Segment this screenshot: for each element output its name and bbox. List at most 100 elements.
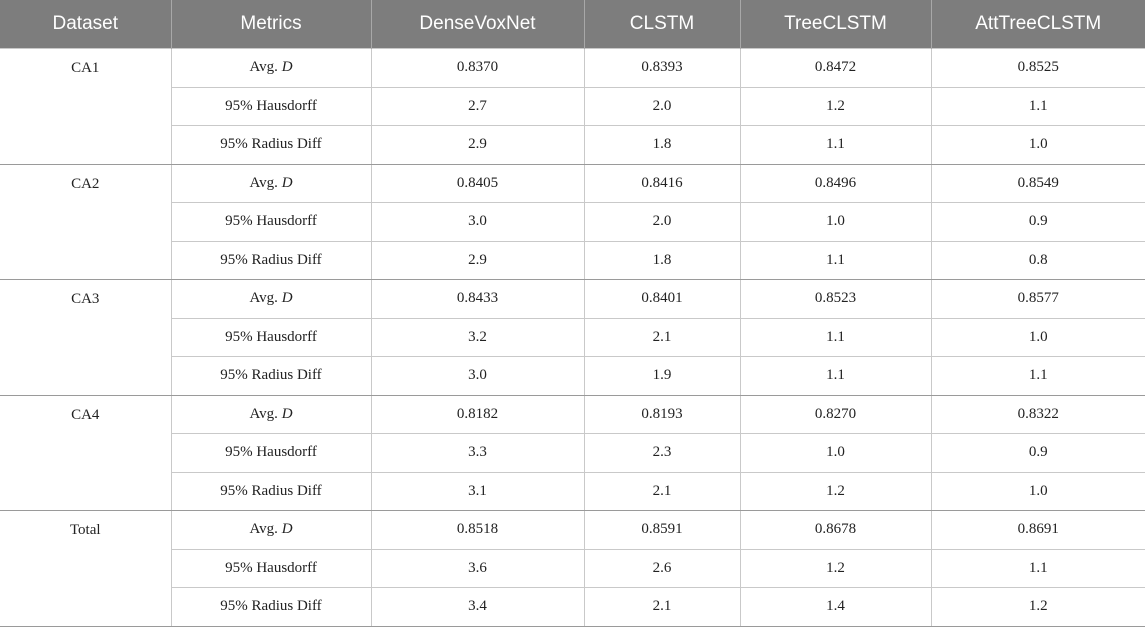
value-cell-densevoxnet: 0.8433 — [370, 279, 585, 319]
header-atttreeclstm: AttTreeCLSTM — [930, 0, 1145, 49]
metric-cell: Avg. D — [170, 510, 372, 550]
value-cell-clstm: 2.6 — [583, 548, 741, 588]
value-cell-clstm: 0.8393 — [583, 48, 741, 88]
metric-label: Avg. — [249, 521, 282, 538]
metric-variable: D — [281, 174, 293, 191]
value-cell-densevoxnet: 0.8405 — [370, 163, 585, 203]
value-cell-clstm: 2.0 — [583, 86, 741, 126]
dataset-cell: CA2 — [0, 163, 172, 280]
table-row: CA2 Avg. D 0.8405 0.8416 0.8496 0.8549 — [0, 163, 1145, 280]
value-cell-clstm: 0.8401 — [583, 279, 741, 319]
metric-label: Avg. — [249, 405, 282, 422]
metric-label: Avg. — [249, 59, 282, 76]
metric-variable: D — [281, 405, 293, 422]
value-cell-treeclstm: 0.8496 — [739, 163, 932, 203]
value-cell-treeclstm: 1.2 — [739, 471, 932, 511]
value-cell-atttreeclstm: 0.8322 — [930, 394, 1145, 434]
table-row: 95% Hausdorff 3.0 2.0 1.0 0.9 — [0, 202, 1145, 242]
metric-label: 95% Radius Diff — [220, 482, 322, 499]
value-cell-atttreeclstm: 1.1 — [930, 86, 1145, 126]
value-cell-atttreeclstm: 0.9 — [930, 433, 1145, 473]
value-cell-clstm: 2.3 — [583, 433, 741, 473]
value-cell-densevoxnet: 3.2 — [370, 317, 585, 357]
value-cell-clstm: 1.9 — [583, 356, 741, 396]
metric-variable: D — [281, 59, 293, 76]
metric-variable: D — [281, 290, 293, 307]
table-row: 95% Radius Diff 3.1 2.1 1.2 1.0 — [0, 471, 1145, 511]
value-cell-densevoxnet: 0.8518 — [370, 510, 585, 550]
metric-label: 95% Hausdorff — [225, 444, 317, 461]
table-body: CA1 Avg. D 0.8370 0.8393 0.8472 0.8525 95% Hau… — [0, 48, 1145, 627]
value-cell-atttreeclstm: 0.9 — [930, 202, 1145, 242]
value-cell-clstm: 1.8 — [583, 240, 741, 280]
value-cell-atttreeclstm: 1.0 — [930, 471, 1145, 511]
table-row: Total Avg. D 0.8518 0.8591 0.8678 0.8691 — [0, 510, 1145, 627]
table-row: CA1 Avg. D 0.8370 0.8393 0.8472 0.8525 — [0, 48, 1145, 165]
value-cell-clstm: 2.1 — [583, 587, 741, 627]
metric-label: 95% Radius Diff — [220, 367, 322, 384]
value-cell-densevoxnet: 2.9 — [370, 125, 585, 165]
metric-label: 95% Hausdorff — [225, 213, 317, 230]
value-cell-atttreeclstm: 1.0 — [930, 317, 1145, 357]
header-treeclstm: TreeCLSTM — [739, 0, 931, 49]
value-cell-treeclstm: 1.0 — [739, 433, 932, 473]
value-cell-atttreeclstm: 0.8691 — [930, 510, 1145, 550]
value-cell-atttreeclstm: 1.2 — [930, 587, 1145, 627]
metric-label: 95% Hausdorff — [225, 559, 317, 576]
table-row: 95% Radius Diff 2.9 1.8 1.1 0.8 — [0, 240, 1145, 280]
metric-label: 95% Hausdorff — [225, 328, 317, 345]
metric-cell: 95% Radius Diff — [171, 587, 372, 627]
table-row: 95% Hausdorff 3.6 2.6 1.2 1.1 — [0, 548, 1145, 588]
value-cell-atttreeclstm: 0.8549 — [930, 163, 1145, 203]
value-cell-treeclstm: 1.1 — [739, 356, 932, 396]
value-cell-clstm: 0.8591 — [583, 510, 741, 550]
value-cell-clstm: 1.8 — [583, 125, 741, 165]
value-cell-densevoxnet: 0.8370 — [370, 48, 585, 88]
value-cell-densevoxnet: 3.1 — [370, 471, 585, 511]
value-cell-densevoxnet: 2.9 — [370, 240, 585, 280]
table-row: CA4 Avg. D 0.8182 0.8193 0.8270 0.8322 — [0, 394, 1145, 511]
metric-cell: 95% Hausdorff — [171, 86, 372, 126]
header-metrics: Metrics — [170, 0, 371, 49]
metric-cell: Avg. D — [170, 163, 372, 203]
table-row: 95% Radius Diff 3.0 1.9 1.1 1.1 — [0, 356, 1145, 396]
value-cell-treeclstm: 1.0 — [739, 202, 932, 242]
value-cell-treeclstm: 0.8270 — [739, 394, 932, 434]
dataset-cell: CA1 — [0, 48, 172, 165]
value-cell-treeclstm: 1.1 — [739, 240, 932, 280]
value-cell-treeclstm: 0.8472 — [739, 48, 932, 88]
value-cell-clstm: 0.8416 — [583, 163, 741, 203]
metric-label: Avg. — [249, 290, 282, 307]
metric-cell: 95% Radius Diff — [171, 240, 372, 280]
metric-cell: 95% Radius Diff — [171, 471, 372, 511]
table-row: 95% Hausdorff 3.3 2.3 1.0 0.9 — [0, 433, 1145, 473]
value-cell-treeclstm: 1.4 — [739, 587, 932, 627]
metric-variable: D — [281, 521, 293, 538]
table-row: CA3 Avg. D 0.8433 0.8401 0.8523 0.8577 — [0, 279, 1145, 396]
value-cell-atttreeclstm: 0.8 — [930, 240, 1145, 280]
header-clstm: CLSTM — [583, 0, 740, 49]
table-row: 95% Hausdorff 3.2 2.1 1.1 1.0 — [0, 317, 1145, 357]
value-cell-atttreeclstm: 1.1 — [930, 356, 1145, 396]
value-cell-atttreeclstm: 0.8577 — [930, 279, 1145, 319]
metric-cell: 95% Hausdorff — [171, 202, 372, 242]
value-cell-atttreeclstm: 0.8525 — [930, 48, 1145, 88]
value-cell-treeclstm: 1.2 — [739, 86, 932, 126]
metric-label: 95% Radius Diff — [220, 598, 322, 615]
value-cell-treeclstm: 1.1 — [739, 125, 932, 165]
value-cell-densevoxnet: 2.7 — [370, 86, 585, 126]
value-cell-densevoxnet: 3.3 — [370, 433, 585, 473]
table-row: 95% Hausdorff 2.7 2.0 1.2 1.1 — [0, 86, 1145, 126]
value-cell-densevoxnet: 3.0 — [370, 202, 585, 242]
metric-label: 95% Hausdorff — [225, 97, 317, 114]
value-cell-treeclstm: 0.8523 — [739, 279, 932, 319]
value-cell-clstm: 0.8193 — [583, 394, 741, 434]
metric-cell: 95% Radius Diff — [171, 125, 372, 165]
metric-cell: Avg. D — [170, 48, 372, 88]
value-cell-atttreeclstm: 1.0 — [930, 125, 1145, 165]
value-cell-densevoxnet: 0.8182 — [370, 394, 585, 434]
metric-cell: 95% Radius Diff — [171, 356, 372, 396]
value-cell-clstm: 2.0 — [583, 202, 741, 242]
metric-label: 95% Radius Diff — [220, 136, 322, 153]
